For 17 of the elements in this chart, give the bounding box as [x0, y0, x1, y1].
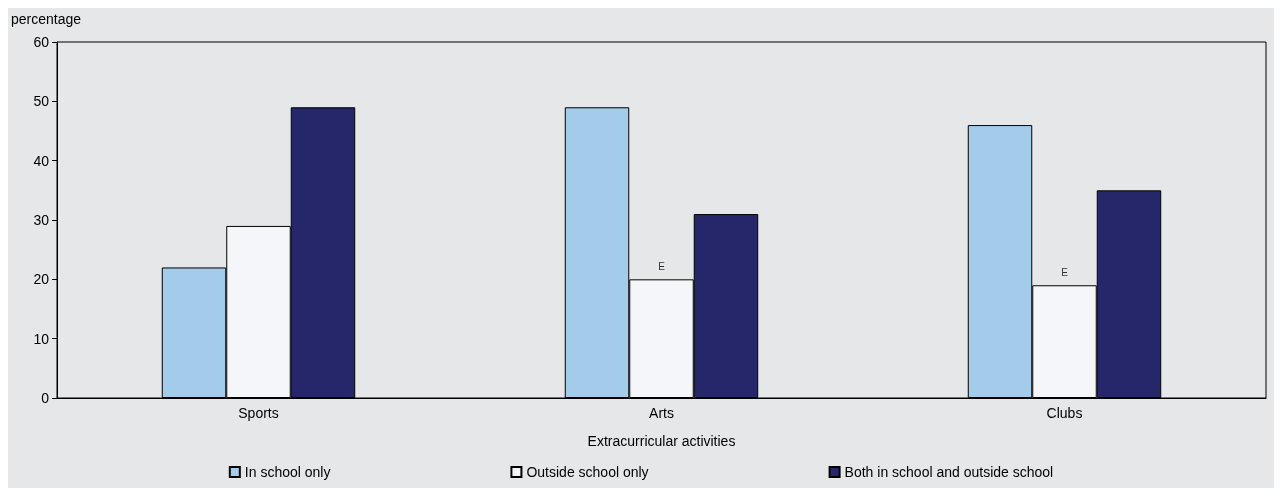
y-tick-label: 20 — [33, 271, 50, 288]
annotation: E — [1061, 266, 1069, 278]
y-tick-label: 10 — [33, 330, 50, 347]
y-axis-title: percentage — [11, 11, 82, 27]
y-tick-label: 30 — [33, 212, 50, 228]
annotation: E — [658, 260, 666, 272]
legend-label: In school only — [244, 464, 331, 480]
y-tick-label: 50 — [33, 93, 50, 110]
x-tick-label: Arts — [649, 405, 674, 421]
y-tick-label: 40 — [33, 152, 50, 169]
y-tick-label: 60 — [33, 34, 50, 50]
legend-label: Outside school only — [526, 464, 649, 480]
x-tick-label: Sports — [238, 405, 279, 421]
legend-label: Both in school and outside school — [844, 464, 1054, 480]
x-tick-label: Clubs — [1046, 405, 1083, 421]
y-tick-label: 0 — [41, 390, 50, 406]
x-axis-title: Extracurricular activities — [587, 433, 736, 449]
